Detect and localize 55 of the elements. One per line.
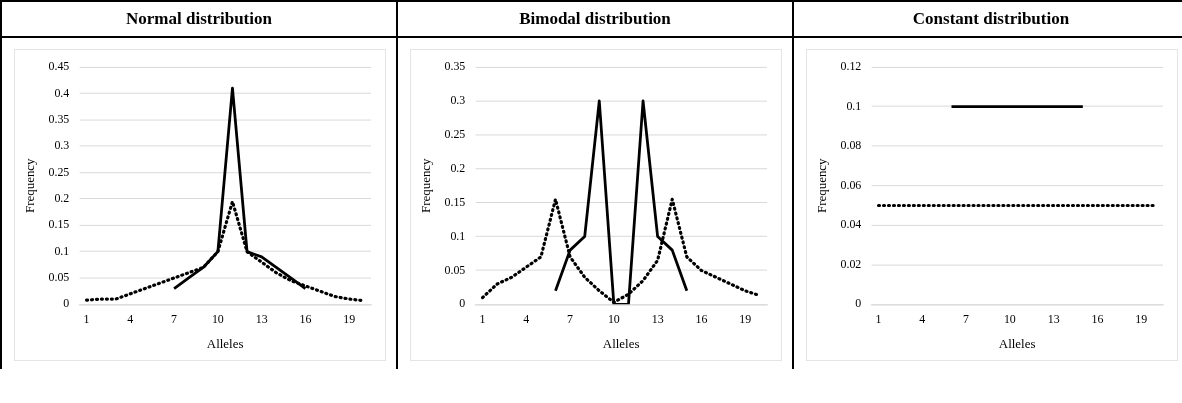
y-tick-label: 0.05 bbox=[444, 262, 466, 277]
x-tick-label: 19 bbox=[1135, 311, 1148, 326]
y-tick-label: 0 bbox=[855, 296, 862, 311]
y-tick-label: 0.2 bbox=[450, 160, 466, 175]
x-tick-label: 16 bbox=[299, 311, 312, 326]
x-tick-label: 13 bbox=[1047, 311, 1060, 326]
y-tick-label: 0.35 bbox=[444, 59, 466, 74]
y-tick-label: 0.3 bbox=[450, 93, 466, 108]
y-tick-label: 0.25 bbox=[444, 127, 466, 142]
y-tick-label: 0.45 bbox=[48, 59, 70, 74]
x-tick-label: 7 bbox=[171, 311, 178, 326]
y-tick-label: 0.02 bbox=[840, 256, 862, 271]
y-tick-label: 0.04 bbox=[840, 217, 862, 232]
y-axis-title: Frequency bbox=[814, 157, 830, 213]
x-axis-title: Alleles bbox=[602, 335, 640, 351]
x-tick-label: 19 bbox=[343, 311, 356, 326]
y-tick-label: 0.3 bbox=[54, 138, 70, 153]
x-tick-label: 10 bbox=[1003, 311, 1016, 326]
y-axis-title: Frequency bbox=[22, 157, 38, 213]
x-tick-label: 4 bbox=[127, 311, 134, 326]
x-tick-label: 16 bbox=[1091, 311, 1104, 326]
x-tick-label: 1 bbox=[875, 311, 882, 326]
y-tick-label: 0 bbox=[63, 296, 70, 311]
x-tick-label: 13 bbox=[651, 311, 664, 326]
chart-title: Normal distribution bbox=[1, 1, 397, 37]
y-tick-label: 0.2 bbox=[54, 191, 70, 206]
y-axis-title: Frequency bbox=[418, 157, 434, 213]
x-tick-label: 13 bbox=[255, 311, 268, 326]
x-tick-label: 7 bbox=[567, 311, 574, 326]
y-tick-label: 0.4 bbox=[54, 85, 70, 100]
y-tick-label: 0.06 bbox=[840, 177, 862, 192]
y-tick-label: 0 bbox=[459, 296, 466, 311]
x-axis-title: Alleles bbox=[206, 335, 244, 351]
y-tick-label: 0.1 bbox=[450, 228, 466, 243]
x-tick-label: 19 bbox=[739, 311, 752, 326]
x-tick-label: 4 bbox=[523, 311, 530, 326]
chart-title: Constant distribution bbox=[793, 1, 1182, 37]
y-tick-label: 0.1 bbox=[846, 98, 862, 113]
y-tick-label: 0.15 bbox=[48, 217, 70, 232]
y-tick-label: 0.1 bbox=[54, 243, 70, 258]
x-axis-title: Alleles bbox=[998, 335, 1036, 351]
y-tick-label: 0.12 bbox=[840, 59, 862, 74]
x-tick-label: 7 bbox=[963, 311, 970, 326]
x-tick-label: 10 bbox=[211, 311, 224, 326]
y-tick-label: 0.25 bbox=[48, 164, 70, 179]
chart-title: Bimodal distribution bbox=[397, 1, 793, 37]
x-tick-label: 1 bbox=[479, 311, 486, 326]
x-tick-label: 4 bbox=[919, 311, 926, 326]
y-tick-label: 0.08 bbox=[840, 138, 862, 153]
y-tick-label: 0.15 bbox=[444, 194, 466, 209]
y-tick-label: 0.05 bbox=[48, 270, 70, 285]
y-tick-label: 0.35 bbox=[48, 111, 70, 126]
x-tick-label: 1 bbox=[83, 311, 90, 326]
x-tick-label: 16 bbox=[695, 311, 708, 326]
x-tick-label: 10 bbox=[607, 311, 620, 326]
